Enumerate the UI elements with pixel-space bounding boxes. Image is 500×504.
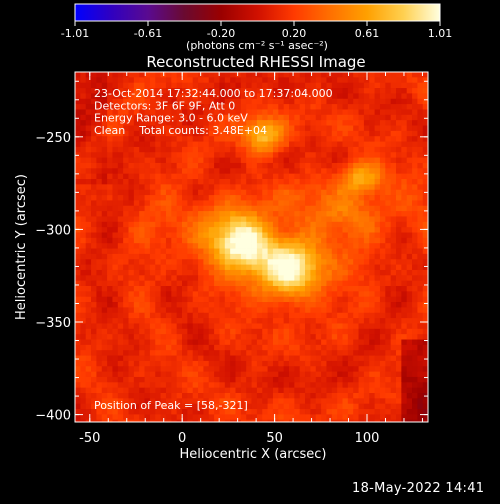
y-tick-label: −250: [35, 131, 71, 146]
x-tick-label: 0: [178, 431, 186, 446]
annotation-line: Clean Total counts: 3.48E+04: [94, 124, 267, 137]
x-tick-label: 50: [266, 431, 283, 446]
x-axis-label: Heliocentric X (arcsec): [180, 447, 327, 462]
colorbar-tick-label: 0.20: [282, 27, 307, 40]
colorbar-tick-label: 0.61: [355, 27, 380, 40]
annotation-block: 23-Oct-2014 17:32:44.000 to 17:37:04.000…: [94, 87, 333, 137]
colorbar: [74, 3, 441, 22]
chart-title: Reconstructed RHESSI Image: [146, 53, 365, 71]
colorbar-tick-label: -1.01: [61, 27, 89, 40]
y-tick-label: −300: [35, 223, 71, 238]
heatmap-image: [75, 72, 428, 422]
y-tick-label: −400: [35, 409, 71, 424]
colorbar-ticks: -1.01 -0.61 -0.20 0.20 0.61 1.01: [61, 21, 452, 40]
axis-ticks: -50 0 50 100 −250 −300 −350 −400: [35, 72, 428, 446]
colorbar-tick-label: -0.61: [134, 27, 162, 40]
render-timestamp: 18-May-2022 14:41: [352, 481, 485, 496]
colorbar-tick-label: 1.01: [428, 27, 453, 40]
y-tick-label: −350: [35, 316, 71, 331]
colorbar-tick-label: -0.20: [207, 27, 235, 40]
plot-frame: [74, 71, 429, 423]
colorbar-unit-label: (photons cm⁻² s⁻¹ asec⁻²): [186, 39, 328, 52]
x-tick-label: 100: [355, 431, 380, 446]
y-axis-label: Heliocentric Y (arcsec): [14, 174, 29, 320]
annotation-line: Energy Range: 3.0 - 6.0 keV: [94, 112, 248, 125]
annotation-line: Detectors: 3F 6F 9F, Att 0: [94, 99, 235, 112]
peak-position-label: Position of Peak = [58,-321]: [94, 399, 248, 412]
x-tick-label: -50: [79, 431, 100, 446]
annotation-line: 23-Oct-2014 17:32:44.000 to 17:37:04.000: [94, 87, 333, 100]
